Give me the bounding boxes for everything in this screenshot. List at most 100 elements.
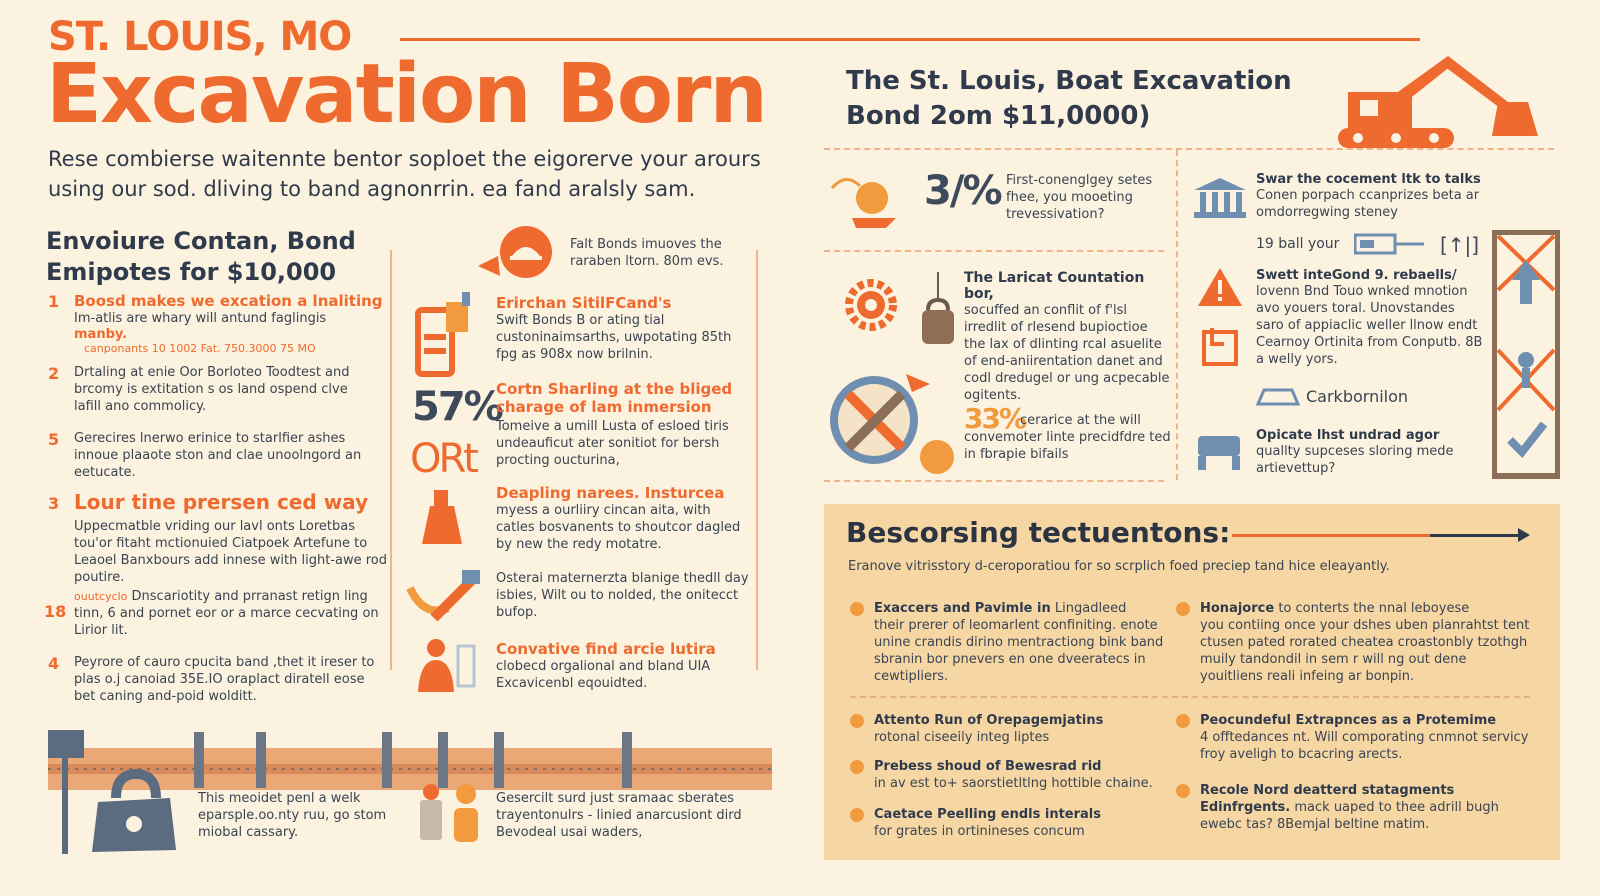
right-col2-item-1: Swar the cocement ltk to talks Conen por… xyxy=(1256,172,1486,221)
stat-33-text: cerarice at the will convemoter linte pr… xyxy=(964,413,1171,462)
strip-pole xyxy=(382,732,392,788)
item-inline: Lingadleed xyxy=(1054,601,1127,616)
stat-3: 3/% xyxy=(924,168,1003,214)
panel-item-4: Peocundeful Extrapnces as a Protemime 4 … xyxy=(1176,712,1532,763)
bank-icon xyxy=(1192,176,1248,218)
strip-pole xyxy=(194,732,204,788)
right-divider xyxy=(824,480,1164,482)
stat-33: 33% xyxy=(964,402,1027,435)
panel-item-7: Caetace Peelling endls interals for grat… xyxy=(850,806,1170,840)
item-inline: to conterts the nnal leboyese xyxy=(1278,601,1470,616)
middle-item-2: Erirchan SitilFCand's Swift Bonds B or a… xyxy=(496,294,752,363)
panel-item-1: Exaccers and Pavimle in Lingadleed their… xyxy=(850,600,1170,685)
sign-icon xyxy=(48,730,84,758)
item-body: rotonal ciseeily integ liptes xyxy=(874,730,1050,745)
item-title: Attento Run of Orepagemjatins xyxy=(874,713,1104,728)
left-section-title: Envoiure Contan, Bond Emipotes for $10,0… xyxy=(46,226,386,288)
item-title: Honajorce xyxy=(1200,601,1275,616)
item-title: Boosd makes we excation a lnaliting xyxy=(74,292,383,310)
item-title: Deapling narees. Insturcea xyxy=(496,484,725,502)
panel-divider xyxy=(850,696,1530,698)
bullet-icon xyxy=(850,602,864,616)
middle-bottom-text: Gesercilt surd just sramaac sberates tra… xyxy=(496,791,742,840)
item-body: Drtaling at enie Oor Borloteo Toodtest a… xyxy=(74,365,350,414)
left-item-4: 3 Lour tine prersen ced way Uppecmatble … xyxy=(48,490,388,586)
left-item-1: 1 Boosd makes we excation a lnaliting Im… xyxy=(48,292,388,355)
middle-item-1-body: Falt Bonds imuoves the raraben ltorn. 80… xyxy=(570,237,724,269)
stat-3-text: First-conenglgey setes fhee, you mooetin… xyxy=(1006,173,1153,222)
tips-panel xyxy=(824,504,1560,860)
bed-icon xyxy=(1196,432,1242,472)
item-small: canponants 10 1002 Fat. 750.3000 75 MO xyxy=(84,342,316,355)
svg-text:[↑|]: [↑|] xyxy=(1440,233,1479,257)
left-item-6: 4 Peyrore of cauro cpucita band ,thet it… xyxy=(48,654,378,705)
item-body: Tomeive a umill Lusta of esloed tiris un… xyxy=(496,419,729,468)
flask-icon xyxy=(420,490,464,546)
right-col2-item-3: Swett inteGond 9. rebaells/ lovenn Bnd T… xyxy=(1256,268,1486,368)
panel-rule-orange xyxy=(1232,534,1432,537)
right-title-line-2: Bond 2om $11,0000) xyxy=(846,101,1151,131)
stat-ort: ORt xyxy=(410,436,479,482)
lead-text: Rese combierse waitennte bentor soploet … xyxy=(48,144,808,204)
middle-item-6: Convative find arcie lutira clobecd orga… xyxy=(496,640,752,692)
item-highlight: manby. xyxy=(74,327,128,342)
item-body: for grates in ortinineses concum xyxy=(874,824,1085,839)
bullet-icon xyxy=(1176,714,1190,728)
item-title: Peocundeful Extrapnces as a Protemime xyxy=(1200,713,1497,728)
carkbornilon-label: Carkbornilon xyxy=(1306,387,1409,406)
chick-icon xyxy=(826,168,916,234)
bullet-icon xyxy=(850,808,864,822)
sign-post xyxy=(62,758,68,854)
item-number: 18 xyxy=(44,602,67,621)
strip-pole xyxy=(494,732,504,788)
right-divider xyxy=(824,148,1554,150)
panel-item-3: Attento Run of Orepagemjatins rotonal ci… xyxy=(850,712,1170,746)
wrench-icon xyxy=(412,290,482,380)
item-number: 3 xyxy=(48,494,60,513)
item-body: lovenn Bnd Touo wnked mnotion avo youers… xyxy=(1256,284,1483,367)
tools-icon xyxy=(404,568,484,628)
bullet-icon xyxy=(850,760,864,774)
gear-icon xyxy=(836,270,906,340)
truck-icon xyxy=(1256,386,1300,408)
item-body: Dnscariotity and prranast retign ling ti… xyxy=(74,589,379,638)
item-title: Recole Nord deatterd statagments Edinfrg… xyxy=(1200,783,1455,815)
right-col-divider xyxy=(1176,150,1178,480)
right-title-line-1: The St. Louis, Boat Excavation xyxy=(846,66,1292,96)
item-inline: mack uaped to thee adrill bugh xyxy=(1294,800,1499,815)
item-title: Swar the cocement ltk to talks xyxy=(1256,172,1481,187)
helmet-icon xyxy=(476,226,556,282)
document-icon xyxy=(1198,326,1242,368)
item-number: 4 xyxy=(48,654,60,673)
item-body: quallty supceses sloring mede artievettu… xyxy=(1256,444,1454,476)
middle-frame-right xyxy=(756,250,760,670)
construction-strip xyxy=(48,748,772,790)
item-body: their prerer of leomarlent confiniting. … xyxy=(874,618,1164,684)
item-body: clobecd orgalional and bland UIA Excavic… xyxy=(496,659,711,691)
lock-icon xyxy=(86,768,182,856)
arrow-right-icon xyxy=(1518,528,1530,542)
item-title: Erirchan SitilFCand's xyxy=(496,294,672,312)
item-title: Prebess shoud of Bewesrad rid xyxy=(874,759,1102,774)
page-title: Excavation Born xyxy=(46,47,768,142)
bullet-icon xyxy=(1176,784,1190,798)
item-body: 4 offtedances nt. Will comporating cnmno… xyxy=(1200,730,1529,762)
panel-rule-navy xyxy=(1430,534,1520,537)
item-title: Caetace Peelling endls interals xyxy=(874,807,1101,822)
item-body: Im-atlis are whary will antund faglingis xyxy=(74,311,327,326)
bullet-icon xyxy=(850,714,864,728)
item-body: you contiing once your dshes uben planra… xyxy=(1200,618,1530,684)
panel-item-2: Honajorce to conterts the nnal leboyese … xyxy=(1176,600,1532,685)
header-rule xyxy=(400,38,1420,41)
scaffold-icon xyxy=(1492,230,1560,480)
middle-frame-left xyxy=(390,250,394,670)
warning-icon xyxy=(1196,266,1244,308)
left-item-3: 5 Gerecires lnerwo erinice to starlfier … xyxy=(48,430,378,481)
lanicat-block: The Laricat Countation bor, socuffed an … xyxy=(964,270,1170,404)
item-body: in av est to+ saorstietltlng hottible ch… xyxy=(874,776,1153,791)
item-body: Swift Bonds B or ating tial custoninaims… xyxy=(496,313,732,362)
item-body: Uppecmatble vriding our lavl onts Loretb… xyxy=(74,519,387,585)
item-body: ewebc tas? 8Bemjal beltine matim. xyxy=(1200,817,1430,832)
panel-title: Bescorsing tectuentons: xyxy=(846,516,1231,549)
workers-icon xyxy=(414,782,486,844)
